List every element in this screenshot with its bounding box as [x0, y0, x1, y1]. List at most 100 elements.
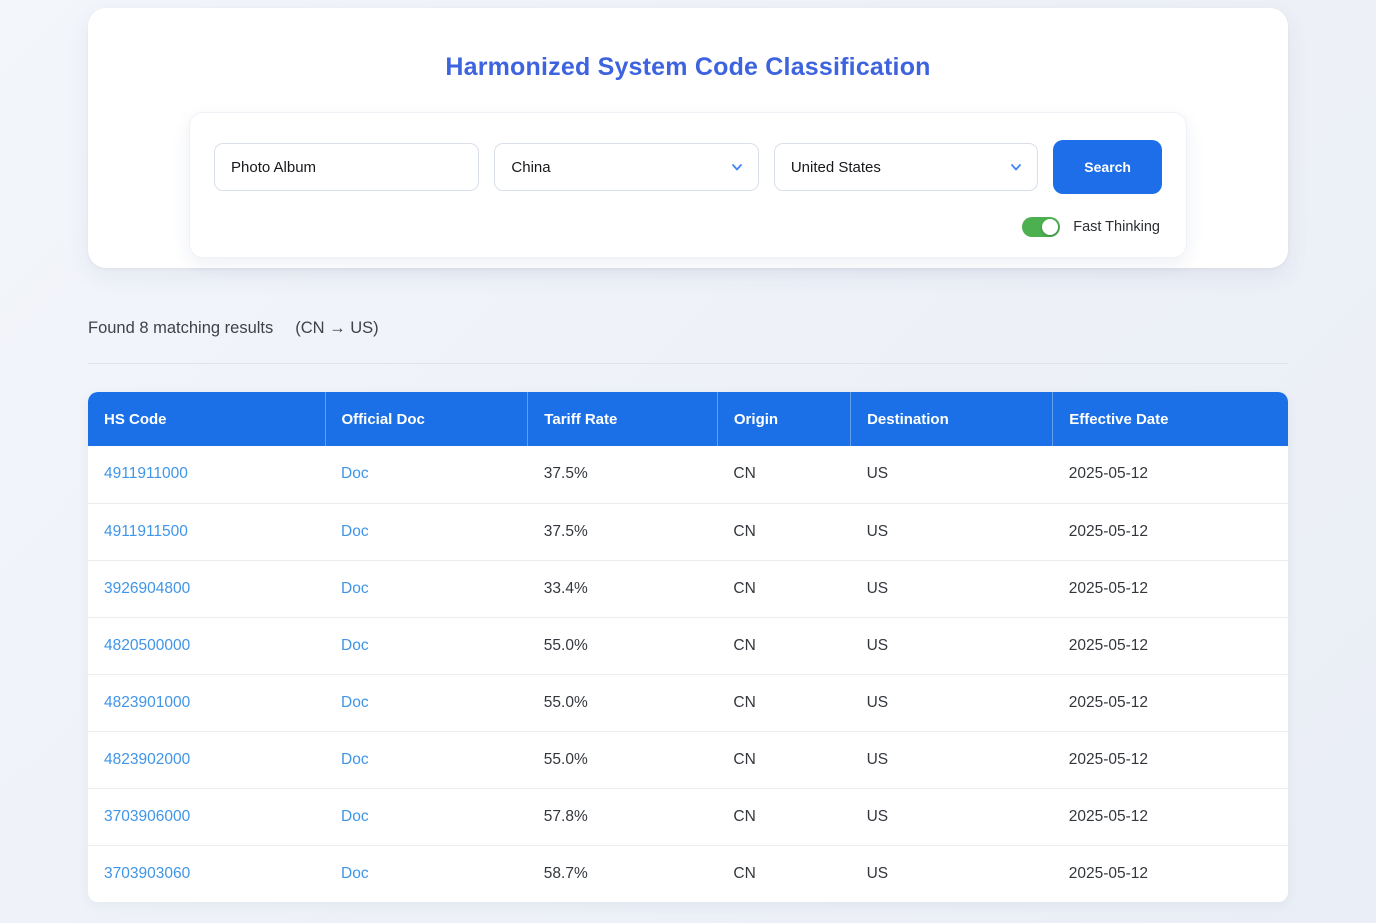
results-count-text: Found 8 matching results: [88, 319, 274, 337]
destination-country-select[interactable]: United States: [773, 143, 1039, 191]
doc-link[interactable]: Doc: [341, 465, 369, 483]
table-body: 4911911000 Doc 37.5% CN US 2025-05-12 49119115…: [88, 446, 1288, 902]
hero-card: Harmonized System Code Classification Ch…: [88, 8, 1288, 268]
doc-cell: Doc: [325, 844, 528, 902]
table-row: 4823902000 Doc 55.0% CN US 2025-05-12: [88, 730, 1288, 788]
origin-cell: CN: [717, 502, 851, 560]
effective-date-cell: 2025-05-12: [1052, 502, 1288, 560]
destination-cell: US: [850, 673, 1053, 731]
effective-date-cell: 2025-05-12: [1052, 559, 1288, 617]
destination-country-value: United States: [790, 158, 881, 176]
destination-cell: US: [850, 844, 1053, 902]
hs-code-cell: 4823901000: [88, 673, 325, 731]
tariff-rate-cell: 37.5%: [527, 502, 718, 560]
table-row: 3703906000 Doc 57.8% CN US 2025-05-12: [88, 787, 1288, 845]
fast-thinking-label: Fast Thinking: [1073, 219, 1160, 235]
tariff-rate-cell: 58.7%: [527, 844, 718, 902]
page-title: Harmonized System Code Classification: [445, 53, 931, 81]
hs-code-cell: 3703903060: [88, 844, 325, 902]
hs-code-cell: 3703906000: [88, 787, 325, 845]
origin-country-value: China: [511, 158, 551, 176]
effective-date-cell: 2025-05-12: [1052, 730, 1288, 788]
origin-cell: CN: [717, 446, 851, 503]
doc-link[interactable]: Doc: [341, 636, 369, 654]
column-header-tariff-rate: Tariff Rate: [527, 392, 718, 446]
doc-link[interactable]: Doc: [341, 579, 369, 597]
destination-cell: US: [850, 502, 1053, 560]
results-table-card: HS Code Official Doc Tariff Rate Origin …: [88, 392, 1288, 902]
doc-link[interactable]: Doc: [341, 807, 369, 825]
effective-date-cell: 2025-05-12: [1052, 787, 1288, 845]
hs-code-link[interactable]: 4911911500: [104, 522, 188, 540]
doc-link[interactable]: Doc: [341, 693, 369, 711]
toggle-knob: [1042, 219, 1059, 235]
effective-date-cell: 2025-05-12: [1052, 673, 1288, 731]
tariff-rate-cell: 57.8%: [527, 787, 718, 845]
destination-cell: US: [850, 787, 1053, 845]
column-header-official-doc: Official Doc: [324, 392, 528, 446]
tariff-rate-cell: 55.0%: [527, 673, 718, 731]
doc-cell: Doc: [325, 730, 528, 788]
tariff-rate-cell: 33.4%: [527, 559, 718, 617]
doc-cell: Doc: [325, 787, 528, 845]
destination-cell: US: [850, 616, 1053, 674]
doc-cell: Doc: [325, 502, 528, 560]
tariff-rate-cell: 37.5%: [527, 446, 718, 503]
hs-code-link[interactable]: 4820500000: [104, 636, 191, 654]
product-query-input[interactable]: [214, 143, 480, 191]
hs-code-link[interactable]: 3703903060: [104, 864, 191, 882]
table-header-row: HS Code Official Doc Tariff Rate Origin …: [88, 392, 1288, 446]
tariff-rate-cell: 55.0%: [527, 730, 718, 788]
hs-code-cell: 3926904800: [88, 559, 325, 617]
doc-link[interactable]: Doc: [341, 750, 369, 768]
chevron-down-icon: [1009, 160, 1023, 174]
fast-thinking-row: Fast Thinking: [214, 217, 1162, 237]
hs-code-link[interactable]: 4911911000: [104, 465, 188, 483]
fast-thinking-toggle[interactable]: [1022, 217, 1061, 237]
hs-code-link[interactable]: 3926904800: [104, 579, 191, 597]
hs-code-link[interactable]: 4823902000: [104, 750, 191, 768]
doc-cell: Doc: [325, 559, 528, 617]
hs-code-cell: 4911911000: [88, 446, 325, 503]
hs-code-cell: 4823902000: [88, 730, 325, 788]
hs-code-link[interactable]: 4823901000: [104, 693, 191, 711]
effective-date-cell: 2025-05-12: [1052, 446, 1288, 503]
destination-cell: US: [850, 730, 1053, 788]
doc-link[interactable]: Doc: [341, 522, 369, 540]
effective-date-cell: 2025-05-12: [1052, 616, 1288, 674]
origin-cell: CN: [717, 844, 851, 902]
hs-code-cell: 4911911500: [88, 502, 325, 560]
tariff-rate-cell: 55.0%: [527, 616, 718, 674]
doc-cell: Doc: [325, 616, 528, 674]
results-table: HS Code Official Doc Tariff Rate Origin …: [88, 392, 1288, 902]
origin-cell: CN: [717, 730, 851, 788]
column-header-destination: Destination: [850, 392, 1053, 446]
destination-cell: US: [850, 559, 1053, 617]
column-header-effective-date: Effective Date: [1052, 392, 1288, 446]
hs-code-cell: 4820500000: [88, 616, 325, 674]
table-row: 3703903060 Doc 58.7% CN US 2025-05-12: [88, 844, 1288, 902]
table-row: 4911911500 Doc 37.5% CN US 2025-05-12: [88, 502, 1288, 560]
origin-cell: CN: [717, 787, 851, 845]
origin-country-select[interactable]: China: [494, 143, 759, 191]
table-row: 4911911000 Doc 37.5% CN US 2025-05-12: [88, 446, 1288, 503]
table-row: 3926904800 Doc 33.4% CN US 2025-05-12: [88, 559, 1288, 617]
destination-cell: US: [850, 446, 1053, 503]
hs-code-link[interactable]: 3703906000: [104, 807, 191, 825]
page: Harmonized System Code Classification Ch…: [88, 0, 1288, 902]
search-form-card: China United States Search Fast: [189, 112, 1187, 258]
origin-cell: CN: [717, 616, 851, 674]
results-route-text: (CN → US): [295, 319, 379, 337]
doc-cell: Doc: [325, 673, 528, 731]
table-row: 4820500000 Doc 55.0% CN US 2025-05-12: [88, 616, 1288, 674]
origin-cell: CN: [717, 559, 851, 617]
search-form-row: China United States Search: [214, 140, 1162, 194]
column-header-origin: Origin: [716, 392, 851, 446]
table-row: 4823901000 Doc 55.0% CN US 2025-05-12: [88, 673, 1288, 731]
doc-link[interactable]: Doc: [341, 864, 369, 882]
chevron-down-icon: [730, 160, 744, 174]
doc-cell: Doc: [325, 446, 528, 503]
origin-cell: CN: [717, 673, 851, 731]
results-summary-line: Found 8 matching results (CN → US): [88, 319, 1288, 364]
search-button[interactable]: Search: [1053, 140, 1162, 194]
